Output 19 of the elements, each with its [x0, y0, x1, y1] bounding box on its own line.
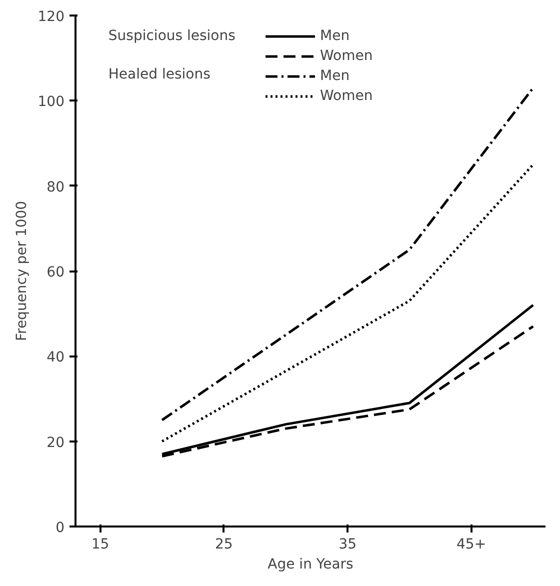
legend-label: Women	[320, 87, 373, 106]
y-tick-label: 40	[46, 350, 65, 366]
x-tick-label: 45+	[456, 536, 486, 552]
x-tick-label: 35	[338, 536, 357, 552]
y-tick-label: 0	[56, 520, 65, 536]
x-axis-title: Age in Years	[268, 556, 354, 572]
y-tick-label: 60	[46, 264, 65, 280]
y-tick-label: 80	[46, 179, 65, 196]
x-tick-label: 15	[91, 536, 110, 552]
x-tick-label: 25	[215, 536, 233, 552]
legend-label: Men	[320, 27, 350, 46]
y-tick-label: 100	[38, 94, 65, 110]
annotation: Suspicious lesions	[108, 28, 236, 44]
legend-label: Men	[320, 67, 350, 86]
y-axis-title: Frequency per 1000	[14, 200, 30, 342]
y-tick-label: 120	[38, 9, 65, 25]
legend-label: Women	[320, 47, 373, 66]
annotation: Healed lesions	[108, 66, 210, 82]
y-tick-label: 20	[46, 434, 65, 451]
